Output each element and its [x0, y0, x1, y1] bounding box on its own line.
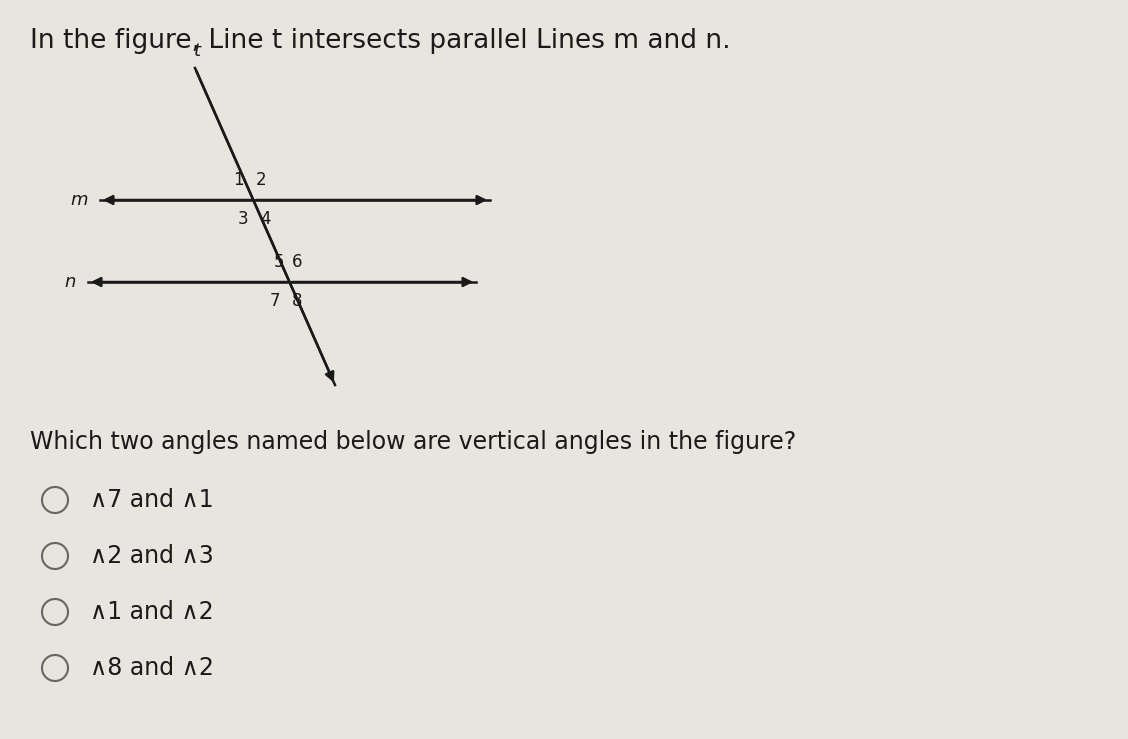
Text: 4: 4	[261, 210, 271, 228]
Text: m: m	[70, 191, 88, 209]
Text: 7: 7	[270, 292, 280, 310]
Text: ∧7 and ∧1: ∧7 and ∧1	[90, 488, 213, 512]
Text: Which two angles named below are vertical angles in the figure?: Which two angles named below are vertica…	[30, 430, 796, 454]
Text: In the figure, Line t intersects parallel Lines m and n.: In the figure, Line t intersects paralle…	[30, 28, 731, 54]
Text: 8: 8	[292, 292, 302, 310]
Text: 3: 3	[238, 210, 248, 228]
Text: t: t	[194, 42, 201, 60]
Text: ∧8 and ∧2: ∧8 and ∧2	[90, 656, 214, 680]
Text: 1: 1	[233, 171, 244, 189]
Text: ∧1 and ∧2: ∧1 and ∧2	[90, 600, 213, 624]
Text: 5: 5	[274, 253, 284, 271]
Text: ∧2 and ∧3: ∧2 and ∧3	[90, 544, 213, 568]
Text: 6: 6	[292, 253, 302, 271]
Text: n: n	[64, 273, 76, 291]
Text: 2: 2	[256, 171, 266, 189]
